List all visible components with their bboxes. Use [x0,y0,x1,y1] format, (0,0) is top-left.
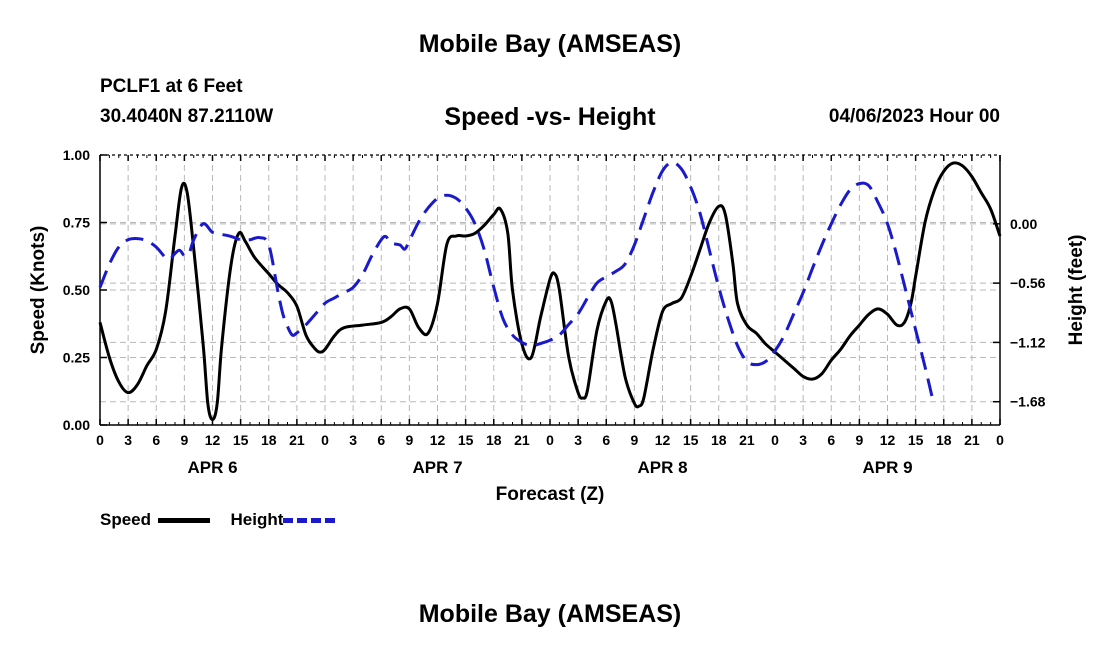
legend-speed-swatch [157,518,210,524]
y-right-tick-label: −1.68 [1010,394,1046,410]
x-tick-label: 15 [458,432,474,448]
day-label: APR 9 [862,458,912,477]
station-label: PCLF1 at 6 Feet [100,76,243,97]
chart-title: Speed -vs- Height [444,103,656,131]
x-tick-label: 15 [683,432,699,448]
legend-speed-label: Speed [100,510,152,529]
x-tick-label: 9 [405,432,413,448]
x-tick-label: 6 [377,432,385,448]
x-tick-label: 21 [964,432,980,448]
x-tick-label: 6 [602,432,610,448]
x-tick-label: 6 [152,432,160,448]
legend-height-label: Height [230,510,284,529]
day-label: APR 8 [637,458,687,477]
x-tick-label: 0 [321,432,329,448]
x-tick-label: 18 [486,432,502,448]
y-left-tick-label: 0.25 [63,350,90,366]
x-tick-label: 12 [205,432,221,448]
x-tick-label: 0 [771,432,779,448]
x-tick-label: 0 [996,432,1004,448]
x-tick-label: 0 [546,432,554,448]
series-speed-line [98,161,1002,422]
next-panel-title: Mobile Bay (AMSEAS) [418,600,682,628]
y-left-tick-label: 0.00 [63,417,90,433]
x-tick-label: 18 [261,432,277,448]
x-tick-label: 3 [124,432,132,448]
x-tick-label: 12 [655,432,671,448]
series-layer [98,160,1002,422]
x-tick-label: 3 [574,432,582,448]
x-tick-label: 21 [739,432,755,448]
x-tick-label: 18 [711,432,727,448]
y-left-tick-label: 0.50 [63,282,90,298]
x-tick-label: 9 [855,432,863,448]
series-height-line [98,160,934,399]
y-axis-left-label: Speed (Knots) [28,226,49,355]
y-right-tick-label: −0.56 [1010,275,1046,291]
day-label: APR 7 [412,458,462,477]
y-left-tick-label: 1.00 [63,147,90,163]
x-tick-label: 0 [96,432,104,448]
page-title: Mobile Bay (AMSEAS) [418,30,682,58]
x-axis-label: Forecast (Z) [496,484,605,505]
x-tick-label: 12 [880,432,896,448]
axes: 0 3 6 9 12 15 18 21 0 3 6 9 12 15 18 21 0 3 6 9 12 15 18 21 0 3 6 9… [63,147,1046,477]
grid [100,155,1000,425]
x-tick-label: 21 [289,432,305,448]
x-tick-label: 3 [799,432,807,448]
x-tick-label: 3 [349,432,357,448]
x-tick-label: 15 [233,432,249,448]
coordinates-label: 30.4040N 87.2110W [100,106,274,127]
day-label: APR 6 [187,458,237,477]
x-tick-label: 12 [430,432,446,448]
x-tick-label: 15 [908,432,924,448]
x-tick-label: 9 [630,432,638,448]
x-tick-label: 6 [827,432,835,448]
legend-height-swatch [283,518,336,524]
forecast-datetime: 04/06/2023 Hour 00 [828,106,1000,127]
y-right-tick-label: 0.00 [1010,216,1037,232]
legend: Speed Height [100,510,336,530]
y-right-tick-label: −1.12 [1010,334,1046,350]
x-tick-label: 9 [180,432,188,448]
x-tick-label: 21 [514,432,530,448]
x-tick-label: 18 [936,432,952,448]
y-left-tick-label: 0.75 [63,215,90,231]
y-axis-right-label: Height (feet) [1066,235,1087,346]
